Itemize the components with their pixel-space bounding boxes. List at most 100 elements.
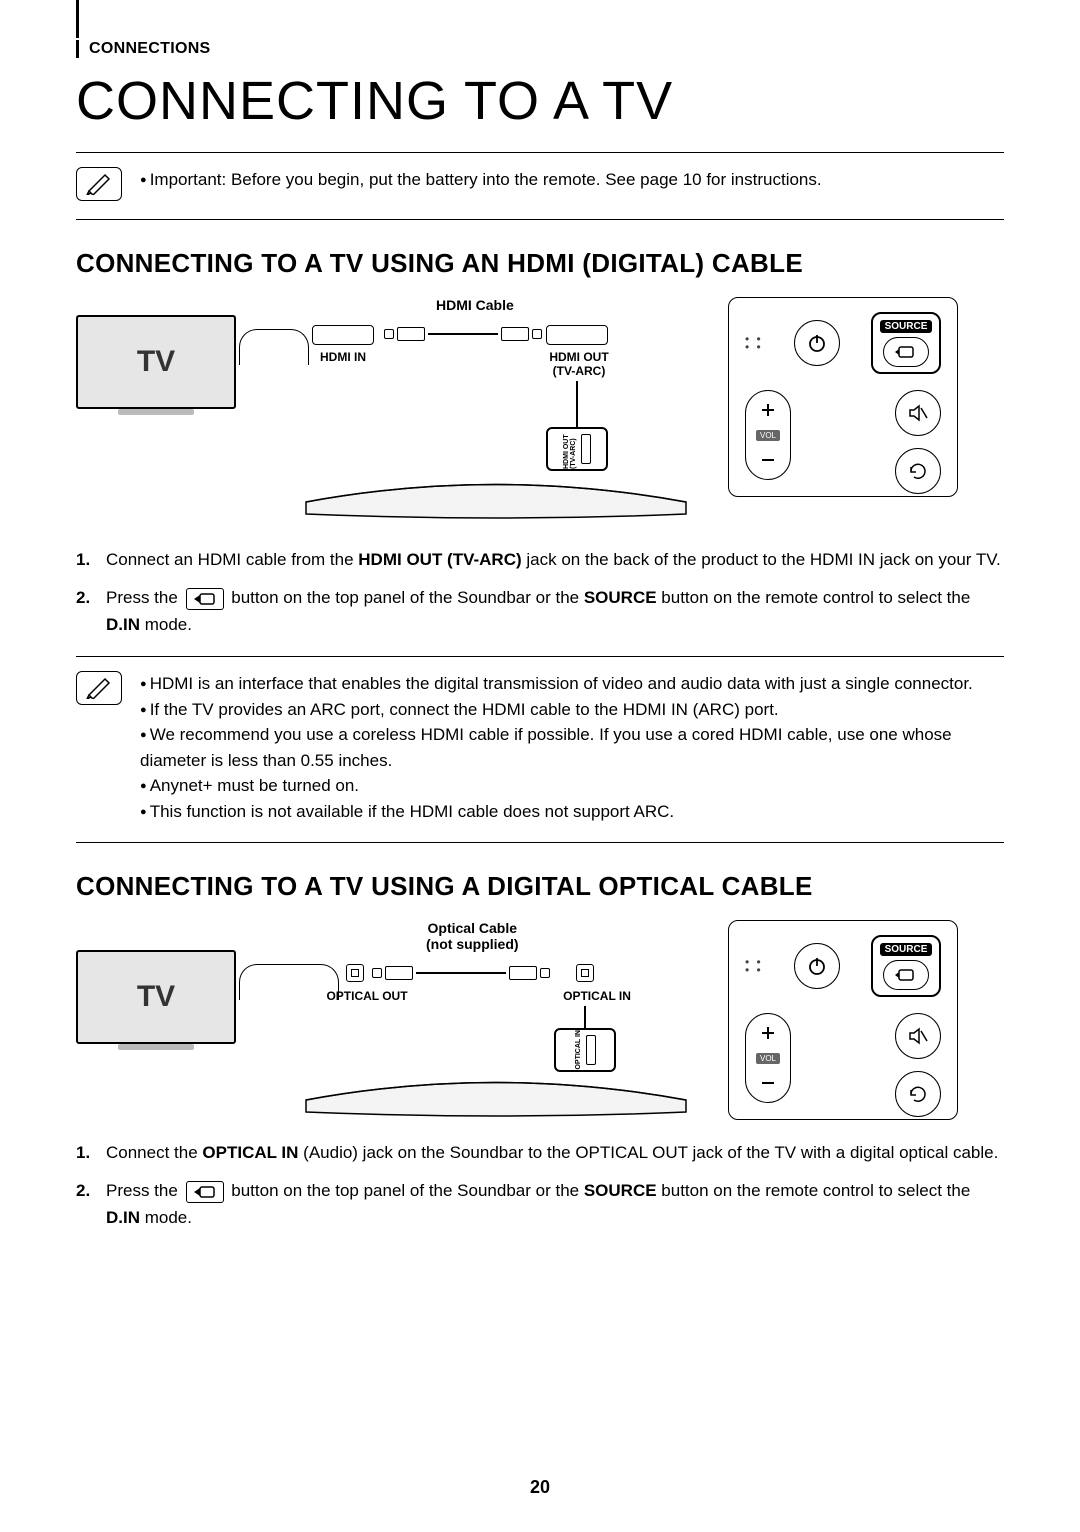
page-title: CONNECTING TO A TV	[76, 70, 1004, 132]
hdmi-notes-divider-top	[76, 656, 1004, 657]
hdmi-out-label: HDMI OUT (TV-ARC)	[534, 351, 624, 379]
source-button-label: SOURCE	[880, 943, 933, 956]
soundbar	[296, 1060, 696, 1120]
vol-label: VOL	[756, 430, 780, 441]
volume-up-icon	[759, 401, 777, 419]
optical-cable-line	[416, 972, 506, 974]
volume-down-icon	[759, 1074, 777, 1092]
text: mode.	[140, 1208, 192, 1227]
volume-down-icon	[759, 451, 777, 469]
text-bold: D.IN	[106, 615, 140, 634]
hdmi-cable-line	[428, 333, 498, 335]
optical-cable-label: Optical Cable (not supplied)	[426, 920, 519, 952]
hdmi-heading: CONNECTING TO A TV USING AN HDMI (DIGITA…	[76, 248, 1004, 279]
hdmi-in-port	[312, 325, 374, 345]
text-bold: SOURCE	[584, 1181, 657, 1200]
text: button on the top panel of the Soundbar …	[227, 1181, 584, 1200]
text: button on the top panel of the Soundbar …	[227, 588, 584, 607]
plug-body-left	[385, 966, 413, 980]
text: Press the	[106, 1181, 183, 1200]
text: jack on the back of the product to the H…	[522, 550, 1001, 569]
hdmi-note: This function is not available if the HD…	[140, 799, 1004, 825]
header-top-tick	[76, 0, 79, 38]
hdmi-out-label-l1: HDMI OUT	[549, 350, 608, 364]
repeat-button[interactable]	[895, 448, 941, 494]
title-divider	[76, 152, 1004, 153]
hdmi-diagram-wrap: TV HDMI Cable HDMI IN HDMI OUT (TV-ARC) …	[76, 297, 1004, 527]
source-icon	[883, 960, 929, 990]
text: button on the remote control to select t…	[657, 588, 971, 607]
plug-tip-right	[540, 968, 550, 978]
volume-rocker[interactable]: VOL	[745, 1013, 791, 1103]
plug-body-right	[501, 327, 529, 341]
plug-body-right	[509, 966, 537, 980]
text: Optical Cable	[428, 920, 517, 936]
source-button-label: SOURCE	[880, 320, 933, 333]
section-header: CONNECTIONS	[76, 40, 1004, 58]
intro-note-list: Important: Before you begin, put the bat…	[140, 167, 822, 193]
hdmi-note: HDMI is an interface that enables the di…	[140, 671, 1004, 697]
volume-rocker[interactable]: VOL	[745, 390, 791, 480]
source-button-box[interactable]: SOURCE	[871, 312, 941, 374]
optical-step-2: Press the button on the top panel of the…	[106, 1178, 1004, 1231]
text: button on the remote control to select t…	[657, 1181, 971, 1200]
source-inline-icon	[186, 588, 224, 610]
source-button-box[interactable]: SOURCE	[871, 935, 941, 997]
hdmi-cable-assembly	[384, 327, 542, 341]
optical-out-label: OPTICAL OUT	[322, 990, 412, 1004]
hdmi-note: If the TV provides an ARC port, connect …	[140, 697, 1004, 723]
repeat-button[interactable]	[895, 1071, 941, 1117]
hdmi-cable-label: HDMI Cable	[436, 297, 514, 313]
source-inline-icon	[186, 1181, 224, 1203]
hdmi-note: Anynet+ must be turned on.	[140, 773, 1004, 799]
hdmi-note: We recommend you use a coreless HDMI cab…	[140, 722, 1004, 773]
page-number: 20	[0, 1477, 1080, 1498]
intro-note-row: Important: Before you begin, put the bat…	[76, 167, 1004, 201]
note-icon	[76, 671, 122, 705]
hdmi-out-port	[546, 325, 608, 345]
volume-up-icon	[759, 1024, 777, 1042]
text: mode.	[140, 615, 192, 634]
source-icon	[883, 337, 929, 367]
text-bold: SOURCE	[584, 588, 657, 607]
soundbar	[296, 462, 696, 522]
hdmi-step-2: Press the button on the top panel of the…	[106, 585, 1004, 638]
optical-in-port	[576, 964, 594, 982]
hdmi-vline	[576, 381, 578, 431]
optical-in-label: OPTICAL IN	[552, 990, 642, 1004]
tv-box: TV	[76, 950, 236, 1044]
remote-control: • •• • SOURCE VOL	[728, 920, 958, 1120]
hdmi-step-1: Connect an HDMI cable from the HDMI OUT …	[106, 547, 1004, 573]
section-label: CONNECTIONS	[89, 40, 211, 58]
hdmi-steps: Connect an HDMI cable from the HDMI OUT …	[76, 547, 1004, 638]
tv-stand	[118, 1044, 194, 1050]
hdmi-bracket	[239, 329, 309, 365]
optical-step-1: Connect the OPTICAL IN (Audio) jack on t…	[106, 1140, 1004, 1166]
tv-label: TV	[137, 345, 175, 379]
mute-button[interactable]	[895, 390, 941, 436]
tv-label: TV	[137, 980, 175, 1014]
hdmi-out-label-l2: (TV-ARC)	[553, 364, 606, 378]
power-button[interactable]	[794, 320, 840, 366]
text-bold: OPTICAL IN	[202, 1143, 298, 1162]
text: Press the	[106, 588, 183, 607]
text: (Audio) jack on the Soundbar to the OPTI…	[298, 1143, 998, 1162]
intro-note-item: Important: Before you begin, put the bat…	[140, 167, 822, 193]
mute-button[interactable]	[895, 1013, 941, 1059]
optical-heading: CONNECTING TO A TV USING A DIGITAL OPTIC…	[76, 871, 1004, 902]
plug-tip-right	[532, 329, 542, 339]
tv-stand	[118, 409, 194, 415]
tv-box: TV	[76, 315, 236, 409]
text-bold: D.IN	[106, 1208, 140, 1227]
hdmi-diagram: TV HDMI Cable HDMI IN HDMI OUT (TV-ARC) …	[76, 297, 706, 527]
optical-steps: Connect the OPTICAL IN (Audio) jack on t…	[76, 1140, 1004, 1231]
text: Connect the	[106, 1143, 202, 1162]
text: Connect an HDMI cable from the	[106, 550, 358, 569]
plug-tip-left	[384, 329, 394, 339]
power-button[interactable]	[794, 943, 840, 989]
optical-diagram-wrap: TV Optical Cable (not supplied) OPTICAL …	[76, 920, 1004, 1120]
note-icon	[76, 167, 122, 201]
text-bold: HDMI OUT (TV-ARC)	[358, 550, 521, 569]
hdmi-in-label: HDMI IN	[312, 351, 374, 365]
soundbar-hdmi-slot	[581, 434, 591, 464]
